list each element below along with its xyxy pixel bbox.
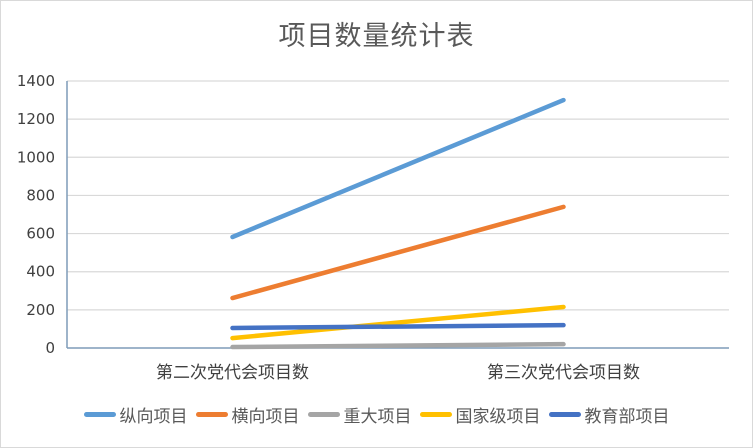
series-line-0 bbox=[230, 97, 566, 240]
x-category-label: 第二次党代会项目数 bbox=[156, 363, 309, 383]
series-line-1 bbox=[230, 204, 566, 301]
y-tick-label: 1000 bbox=[17, 148, 55, 166]
y-tick-label: 1200 bbox=[17, 110, 55, 128]
legend-label: 横向项目 bbox=[231, 407, 300, 427]
y-axis-ticks: 0 200 400 600 800 1000 1200 1400 bbox=[17, 72, 55, 357]
legend-swatch-icon bbox=[419, 412, 452, 417]
series-line-3 bbox=[230, 304, 566, 341]
legend-label: 教育部项目 bbox=[584, 407, 670, 427]
legend-item: 重大项目 bbox=[307, 402, 412, 427]
legend-swatch-icon bbox=[195, 412, 228, 417]
legend-label: 纵向项目 bbox=[119, 407, 188, 427]
y-tick-label: 600 bbox=[26, 225, 55, 243]
chart-title: 项目数量统计表 bbox=[278, 21, 475, 52]
legend-item: 横向项目 bbox=[195, 402, 300, 427]
gridlines bbox=[67, 80, 729, 311]
series-line-2 bbox=[230, 341, 566, 350]
x-category-label: 第三次党代会项目数 bbox=[487, 363, 640, 383]
legend-swatch-icon bbox=[307, 412, 340, 417]
legend-label: 国家级项目 bbox=[455, 407, 541, 427]
y-tick-label: 400 bbox=[26, 263, 55, 281]
series-lines bbox=[230, 97, 566, 350]
legend-item: 国家级项目 bbox=[419, 402, 541, 427]
legend-item: 教育部项目 bbox=[548, 402, 670, 427]
series-line-4 bbox=[230, 322, 566, 331]
y-tick-label: 800 bbox=[26, 186, 55, 204]
y-tick-label: 0 bbox=[45, 339, 55, 357]
y-tick-label: 1400 bbox=[17, 72, 55, 90]
y-tick-label: 200 bbox=[26, 301, 55, 319]
axes bbox=[66, 81, 729, 349]
legend-label: 重大项目 bbox=[343, 407, 412, 427]
legend: 纵向项目 横向项目 重大项目 国家级项目 教育部项目 bbox=[0, 402, 753, 427]
legend-swatch-icon bbox=[548, 412, 581, 417]
legend-swatch-icon bbox=[83, 412, 116, 417]
x-axis-categories: 第二次党代会项目数 第三次党代会项目数 bbox=[156, 363, 640, 383]
legend-item: 纵向项目 bbox=[83, 402, 188, 427]
